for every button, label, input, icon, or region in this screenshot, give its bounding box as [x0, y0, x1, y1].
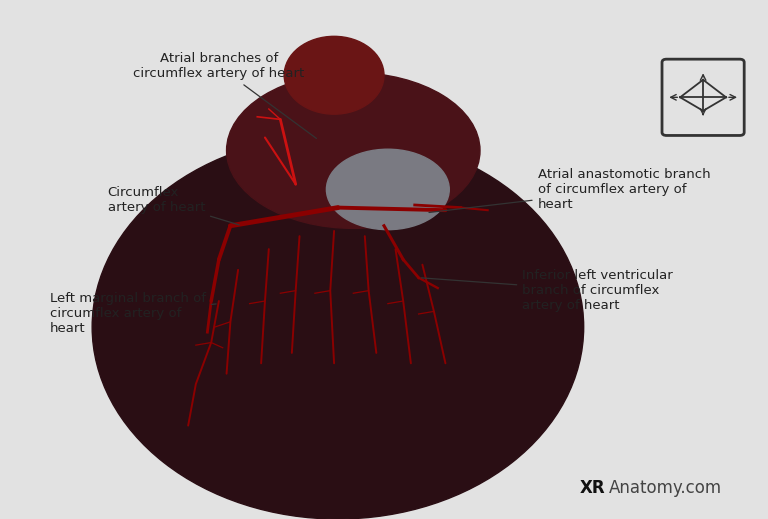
- Text: Left marginal branch of
circumflex artery of
heart: Left marginal branch of circumflex arter…: [50, 293, 216, 335]
- Text: XR: XR: [580, 479, 605, 497]
- Ellipse shape: [326, 149, 449, 229]
- Text: Anatomy.com: Anatomy.com: [609, 479, 722, 497]
- Text: Circumflex
artery of heart: Circumflex artery of heart: [108, 186, 240, 225]
- Ellipse shape: [227, 73, 480, 228]
- Ellipse shape: [92, 135, 584, 519]
- Text: Inferior left ventricular
branch of circumflex
artery of heart: Inferior left ventricular branch of circ…: [422, 269, 673, 312]
- Text: Atrial branches of
circumflex artery of heart: Atrial branches of circumflex artery of …: [134, 52, 316, 139]
- Text: Atrial anastomotic branch
of circumflex artery of
heart: Atrial anastomotic branch of circumflex …: [429, 168, 710, 212]
- Ellipse shape: [284, 36, 384, 114]
- FancyBboxPatch shape: [662, 59, 744, 135]
